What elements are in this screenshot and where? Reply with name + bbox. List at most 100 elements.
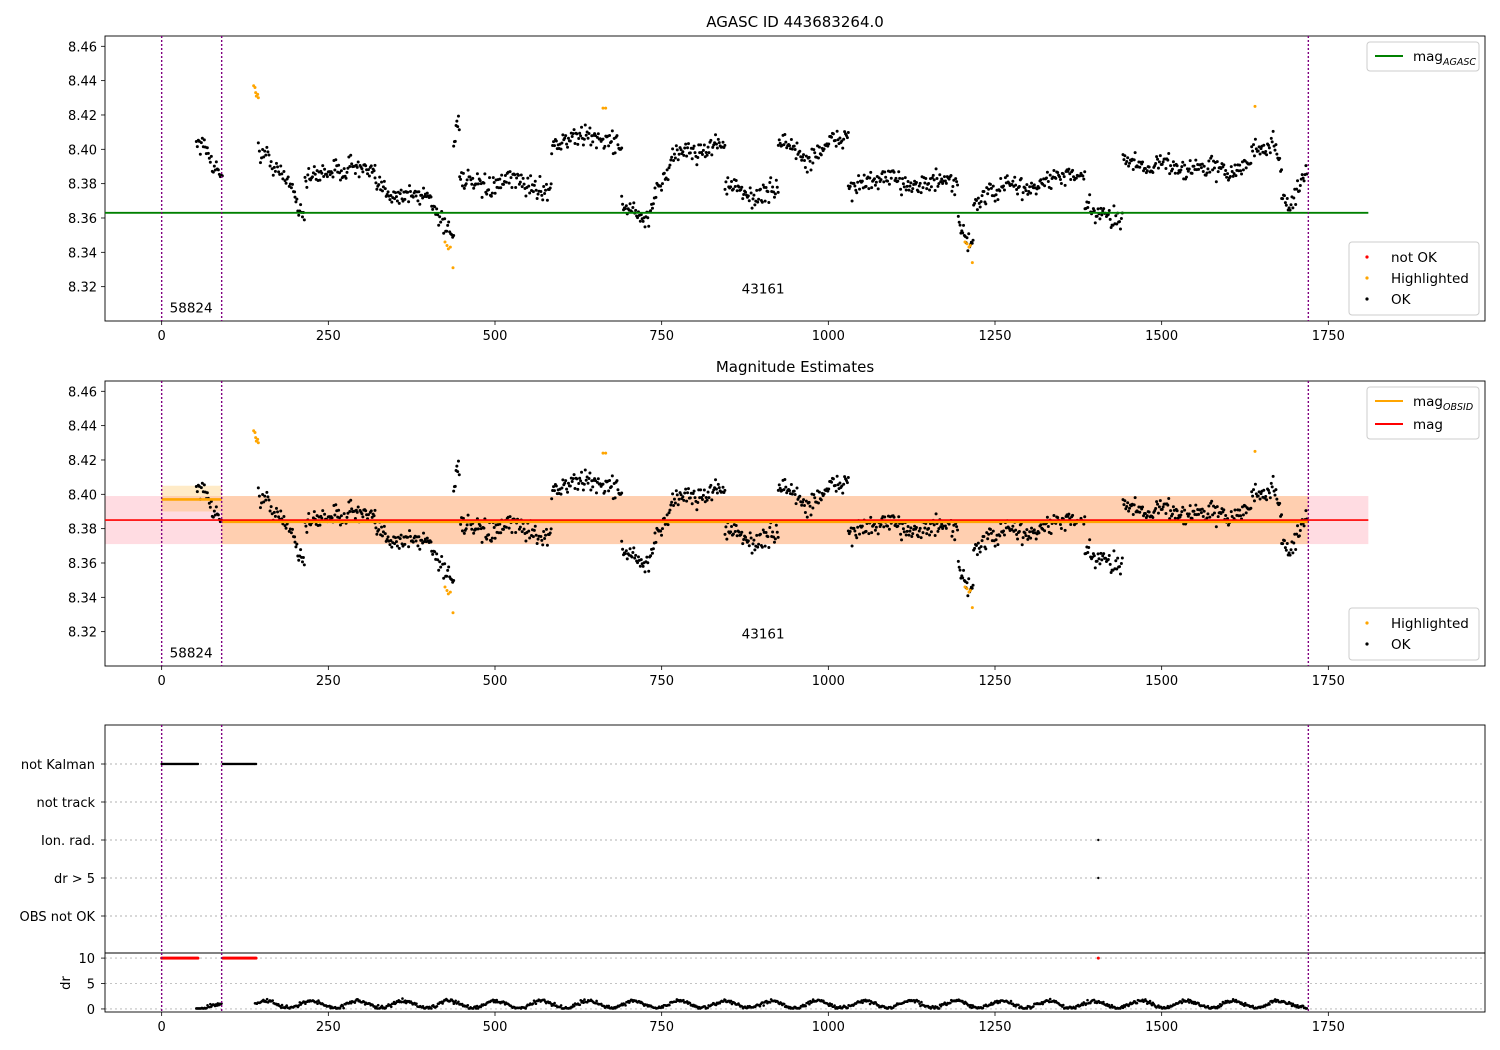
- ok-point: [933, 534, 937, 538]
- ok-point: [671, 147, 675, 151]
- ok-point: [643, 570, 647, 574]
- ok-point: [733, 530, 737, 534]
- ok-point: [1063, 183, 1067, 187]
- ok-point: [549, 527, 553, 531]
- dr-point: [1092, 998, 1096, 1002]
- ok-point: [870, 531, 874, 535]
- ok-point: [1067, 512, 1071, 516]
- ok-point: [998, 189, 1002, 193]
- ok-point: [802, 498, 806, 502]
- ok-point: [672, 159, 676, 163]
- ok-point: [962, 223, 966, 227]
- ok-point: [809, 168, 813, 172]
- ok-point: [1297, 189, 1301, 193]
- ok-point: [1023, 186, 1027, 190]
- ok-point: [552, 144, 556, 148]
- ok-point: [394, 195, 398, 199]
- ok-point: [639, 213, 643, 217]
- dr-point: [524, 1007, 527, 1010]
- ok-point: [1212, 511, 1216, 515]
- ok-point: [988, 527, 992, 531]
- ok-point: [366, 168, 370, 172]
- ok-point: [841, 491, 845, 495]
- ok-point: [1046, 525, 1050, 529]
- ok-point: [400, 542, 404, 546]
- ok-point: [1119, 217, 1123, 221]
- ok-point: [1224, 514, 1228, 518]
- ok-point: [1282, 194, 1286, 198]
- ok-point: [721, 140, 725, 144]
- ok-point: [742, 538, 746, 542]
- ok-point: [1160, 162, 1164, 166]
- y-tick-label: 8.42: [68, 454, 97, 469]
- ok-point: [543, 192, 547, 196]
- ok-point: [273, 514, 277, 518]
- ok-point: [461, 516, 465, 520]
- ok-point: [620, 146, 624, 150]
- ok-point: [1262, 488, 1266, 492]
- ok-point: [566, 481, 570, 485]
- highlighted-point: [451, 266, 455, 270]
- ok-point: [272, 510, 276, 514]
- ok-point: [772, 540, 776, 544]
- ok-point: [623, 552, 627, 556]
- ok-point: [350, 507, 354, 511]
- ok-point: [649, 209, 653, 213]
- ok-point: [1056, 171, 1060, 175]
- ok-point: [596, 132, 600, 136]
- x-tick-label: 1500: [1145, 674, 1178, 689]
- ok-point: [848, 185, 852, 189]
- dr-point: [624, 1004, 627, 1007]
- ok-point: [1016, 537, 1020, 541]
- ok-point: [1157, 160, 1161, 164]
- ok-point: [802, 153, 806, 157]
- ok-point: [462, 531, 466, 535]
- ok-point: [838, 481, 842, 485]
- ok-point: [552, 140, 556, 144]
- ok-point: [756, 545, 760, 549]
- ok-point: [1087, 201, 1091, 205]
- ok-point: [1096, 552, 1100, 556]
- ok-point: [1187, 512, 1191, 516]
- ok-point: [470, 527, 474, 531]
- ok-point: [397, 546, 401, 550]
- ok-point: [575, 477, 579, 481]
- ok-point: [214, 160, 218, 164]
- ok-point: [1229, 165, 1233, 169]
- ok-point: [357, 175, 361, 179]
- ok-point: [1106, 558, 1110, 562]
- ok-point: [381, 530, 385, 534]
- ok-point: [919, 191, 923, 195]
- ok-point: [691, 147, 695, 151]
- ok-point: [777, 483, 781, 487]
- ok-point: [764, 185, 768, 189]
- ok-point: [257, 494, 261, 498]
- ok-point: [478, 524, 482, 528]
- ok-point: [330, 171, 334, 175]
- dr-point: [1148, 999, 1152, 1003]
- ok-point: [383, 187, 387, 191]
- ok-point: [1037, 531, 1041, 535]
- ok-point: [1095, 214, 1099, 218]
- ok-point: [1087, 546, 1091, 550]
- ok-point: [741, 197, 745, 201]
- ok-point: [1002, 533, 1006, 537]
- ok-point: [1155, 155, 1159, 159]
- ok-point: [1211, 513, 1215, 517]
- ok-point: [855, 191, 859, 195]
- ok-point: [892, 170, 896, 174]
- dr-point: [435, 1004, 439, 1008]
- ok-point: [939, 180, 943, 184]
- ok-point: [1058, 175, 1062, 179]
- ok-point: [561, 478, 565, 482]
- dr-point: [479, 1005, 483, 1009]
- dr-point: [280, 1003, 284, 1007]
- agasc-panel: AGASC ID 443683264.0 0 250 500 750 1000 1250 1…: [68, 13, 1486, 344]
- ok-point: [653, 531, 657, 535]
- ok-point: [1249, 161, 1253, 165]
- ok-point: [842, 482, 846, 486]
- dr-point: [1086, 998, 1089, 1002]
- ok-point: [366, 172, 370, 176]
- ok-point: [1002, 188, 1006, 192]
